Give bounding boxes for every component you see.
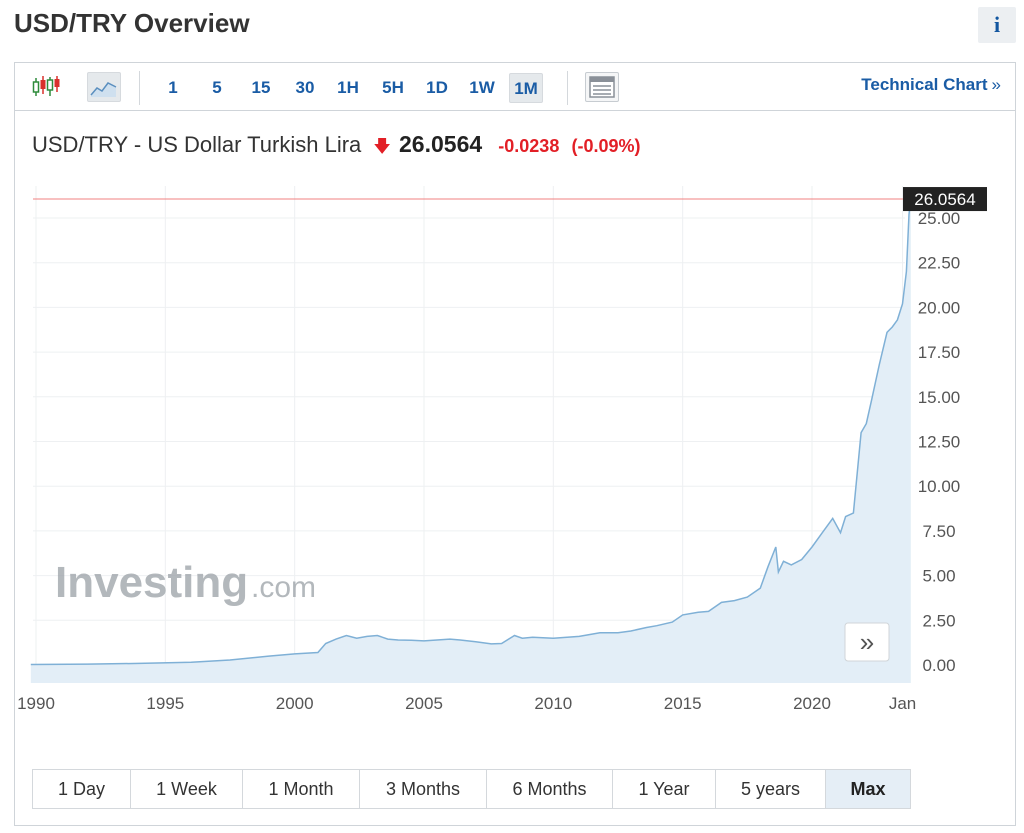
instrument-name: USD/TRY - US Dollar Turkish Lira: [32, 132, 362, 157]
interval-30[interactable]: 30: [295, 78, 315, 97]
range-3-months[interactable]: 3 Months: [360, 770, 487, 808]
y-tick-label: 0.00: [922, 656, 955, 675]
interval-1[interactable]: 1: [168, 78, 178, 97]
interval-5[interactable]: 5: [212, 78, 222, 97]
x-tick-label: 2000: [276, 694, 314, 713]
price-change-percent: (-0.09%): [571, 136, 641, 156]
candlestick-chart-icon[interactable]: [29, 72, 63, 102]
toolbar-separator: [567, 71, 568, 105]
watermark-brand: Investing: [55, 558, 248, 607]
investing-watermark: Investing .com: [55, 558, 316, 607]
x-tick-label: 1995: [146, 694, 184, 713]
y-tick-label: 20.00: [918, 298, 961, 317]
range-1-week[interactable]: 1 Week: [131, 770, 243, 808]
x-tick-label: 2015: [664, 694, 702, 713]
y-axis: 0.00 2.50 5.00 7.50 10.00 12.50 15.00 17.50 20.0…: [918, 209, 961, 675]
quote-header: USD/TRY - US Dollar Turkish Lira 🡇 26.05…: [32, 131, 641, 163]
page-title: USD/TRY Overview: [14, 8, 250, 38]
chart-toolbar: 1 5 15 30 1H 5H 1D 1W 1M Technical Chart…: [15, 63, 1015, 111]
interval-1d[interactable]: 1D: [426, 78, 448, 97]
x-tick-label: 2005: [405, 694, 443, 713]
last-price-label-box: [903, 187, 987, 212]
last-price-label: 26.0564: [903, 187, 987, 212]
technical-chart-link[interactable]: Technical Chart»: [861, 75, 1001, 94]
chart-widget: 1 5 15 30 1H 5H 1D 1W 1M Technical Chart…: [14, 62, 1016, 826]
y-tick-label: 10.00: [918, 477, 961, 496]
price-chart: Investing .com 0.00 2.50 5.00 7.50 10.00 12.5…: [17, 186, 987, 713]
range-6-months[interactable]: 6 Months: [487, 770, 613, 808]
toolbar-separator: [139, 71, 140, 105]
range-max[interactable]: Max: [826, 770, 910, 808]
y-tick-label: 22.50: [918, 254, 961, 273]
x-tick-label: 1990: [17, 694, 55, 713]
price-line: [30, 198, 912, 666]
range-selector: 1 Day 1 Week 1 Month 3 Months 6 Months 1…: [32, 769, 911, 809]
last-price-label-text: 26.0564: [914, 190, 975, 209]
interval-5h[interactable]: 5H: [382, 78, 404, 97]
x-tick-label: 2010: [534, 694, 572, 713]
price-area: [30, 199, 911, 683]
price-change: -0.0238: [498, 136, 560, 156]
y-tick-label: 2.50: [922, 611, 955, 630]
interval-1m[interactable]: 1M: [509, 73, 543, 103]
scroll-right-icon: »: [860, 627, 874, 657]
interval-15[interactable]: 15: [251, 78, 271, 97]
down-arrow-icon: 🡇: [373, 137, 391, 156]
range-1-year[interactable]: 1 Year: [613, 770, 716, 808]
y-tick-label: 7.50: [922, 522, 955, 541]
area-chart-icon[interactable]: [87, 72, 121, 102]
info-button[interactable]: i: [978, 7, 1016, 43]
scroll-right-button[interactable]: »: [844, 622, 890, 662]
x-tick-label: Jan: [889, 694, 916, 713]
y-tick-label: 25.00: [918, 209, 961, 228]
range-1-day[interactable]: 1 Day: [33, 770, 131, 808]
range-5-years[interactable]: 5 years: [716, 770, 826, 808]
y-tick-label: 5.00: [922, 567, 955, 586]
range-1-month[interactable]: 1 Month: [243, 770, 360, 808]
y-tick-label: 15.00: [918, 388, 961, 407]
watermark-suffix: .com: [251, 571, 316, 604]
last-price: 26.0564: [399, 131, 483, 157]
x-axis: 1990 1995 2000 2005 2010 2015 2020 Jan: [17, 694, 916, 713]
interval-1w[interactable]: 1W: [469, 78, 495, 97]
y-tick-label: 12.50: [918, 433, 961, 452]
interval-1h[interactable]: 1H: [337, 78, 359, 97]
y-tick-label: 17.50: [918, 343, 961, 362]
x-tick-label: 2020: [793, 694, 831, 713]
table-view-icon[interactable]: [585, 72, 619, 102]
